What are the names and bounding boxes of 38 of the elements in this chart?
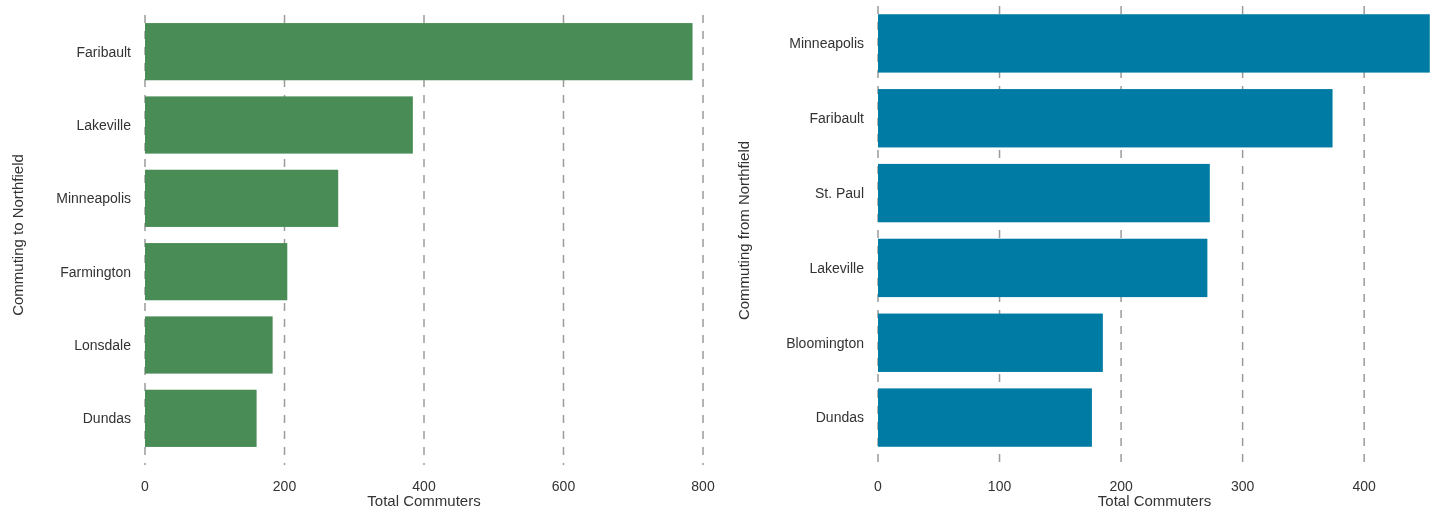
- bar: [145, 23, 693, 81]
- x-tick-label: 0: [141, 477, 150, 494]
- y-tick-label: Faribault: [76, 43, 132, 60]
- x-axis-title: Total Commuters: [367, 492, 481, 510]
- x-tick-label: 200: [272, 477, 297, 494]
- y-tick-label: St. Paul: [814, 184, 864, 201]
- bar: [145, 96, 413, 154]
- y-tick-label: Lakeville: [809, 259, 865, 276]
- x-tick-label: 400: [412, 477, 436, 494]
- bar: [145, 316, 273, 374]
- x-tick-label: 300: [1230, 477, 1255, 494]
- bar: [145, 243, 288, 301]
- x-tick-label: 200: [1109, 477, 1133, 494]
- x-tick-label: 600: [551, 477, 576, 494]
- y-axis-title: Commuting to Northfield: [9, 154, 27, 316]
- bar: [878, 238, 1208, 298]
- bar: [145, 169, 339, 227]
- x-tick-label: 100: [987, 477, 1012, 494]
- x-tick-label: 0: [874, 477, 883, 494]
- bar: [878, 89, 1333, 148]
- bar: [878, 14, 1430, 73]
- y-tick-label: Dundas: [815, 409, 864, 426]
- bar: [145, 389, 257, 447]
- x-tick-label: 400: [1352, 477, 1377, 494]
- bar: [878, 313, 1103, 372]
- y-tick-label: Minneapolis: [56, 190, 131, 207]
- y-tick-label: Bloomington: [786, 334, 864, 351]
- y-axis-title: Commuting from Northfield: [735, 140, 753, 321]
- x-tick-label: 800: [691, 477, 715, 494]
- x-axis-title: Total Commuters: [1097, 492, 1212, 510]
- bar: [878, 388, 1092, 447]
- y-tick-label: Minneapolis: [789, 35, 864, 52]
- bar: [878, 163, 1210, 223]
- y-tick-label: Dundas: [82, 410, 131, 427]
- y-tick-label: Farmington: [60, 263, 131, 280]
- y-tick-label: Lonsdale: [74, 336, 132, 353]
- y-tick-label: Faribault: [809, 110, 865, 127]
- y-tick-label: Lakeville: [76, 116, 132, 133]
